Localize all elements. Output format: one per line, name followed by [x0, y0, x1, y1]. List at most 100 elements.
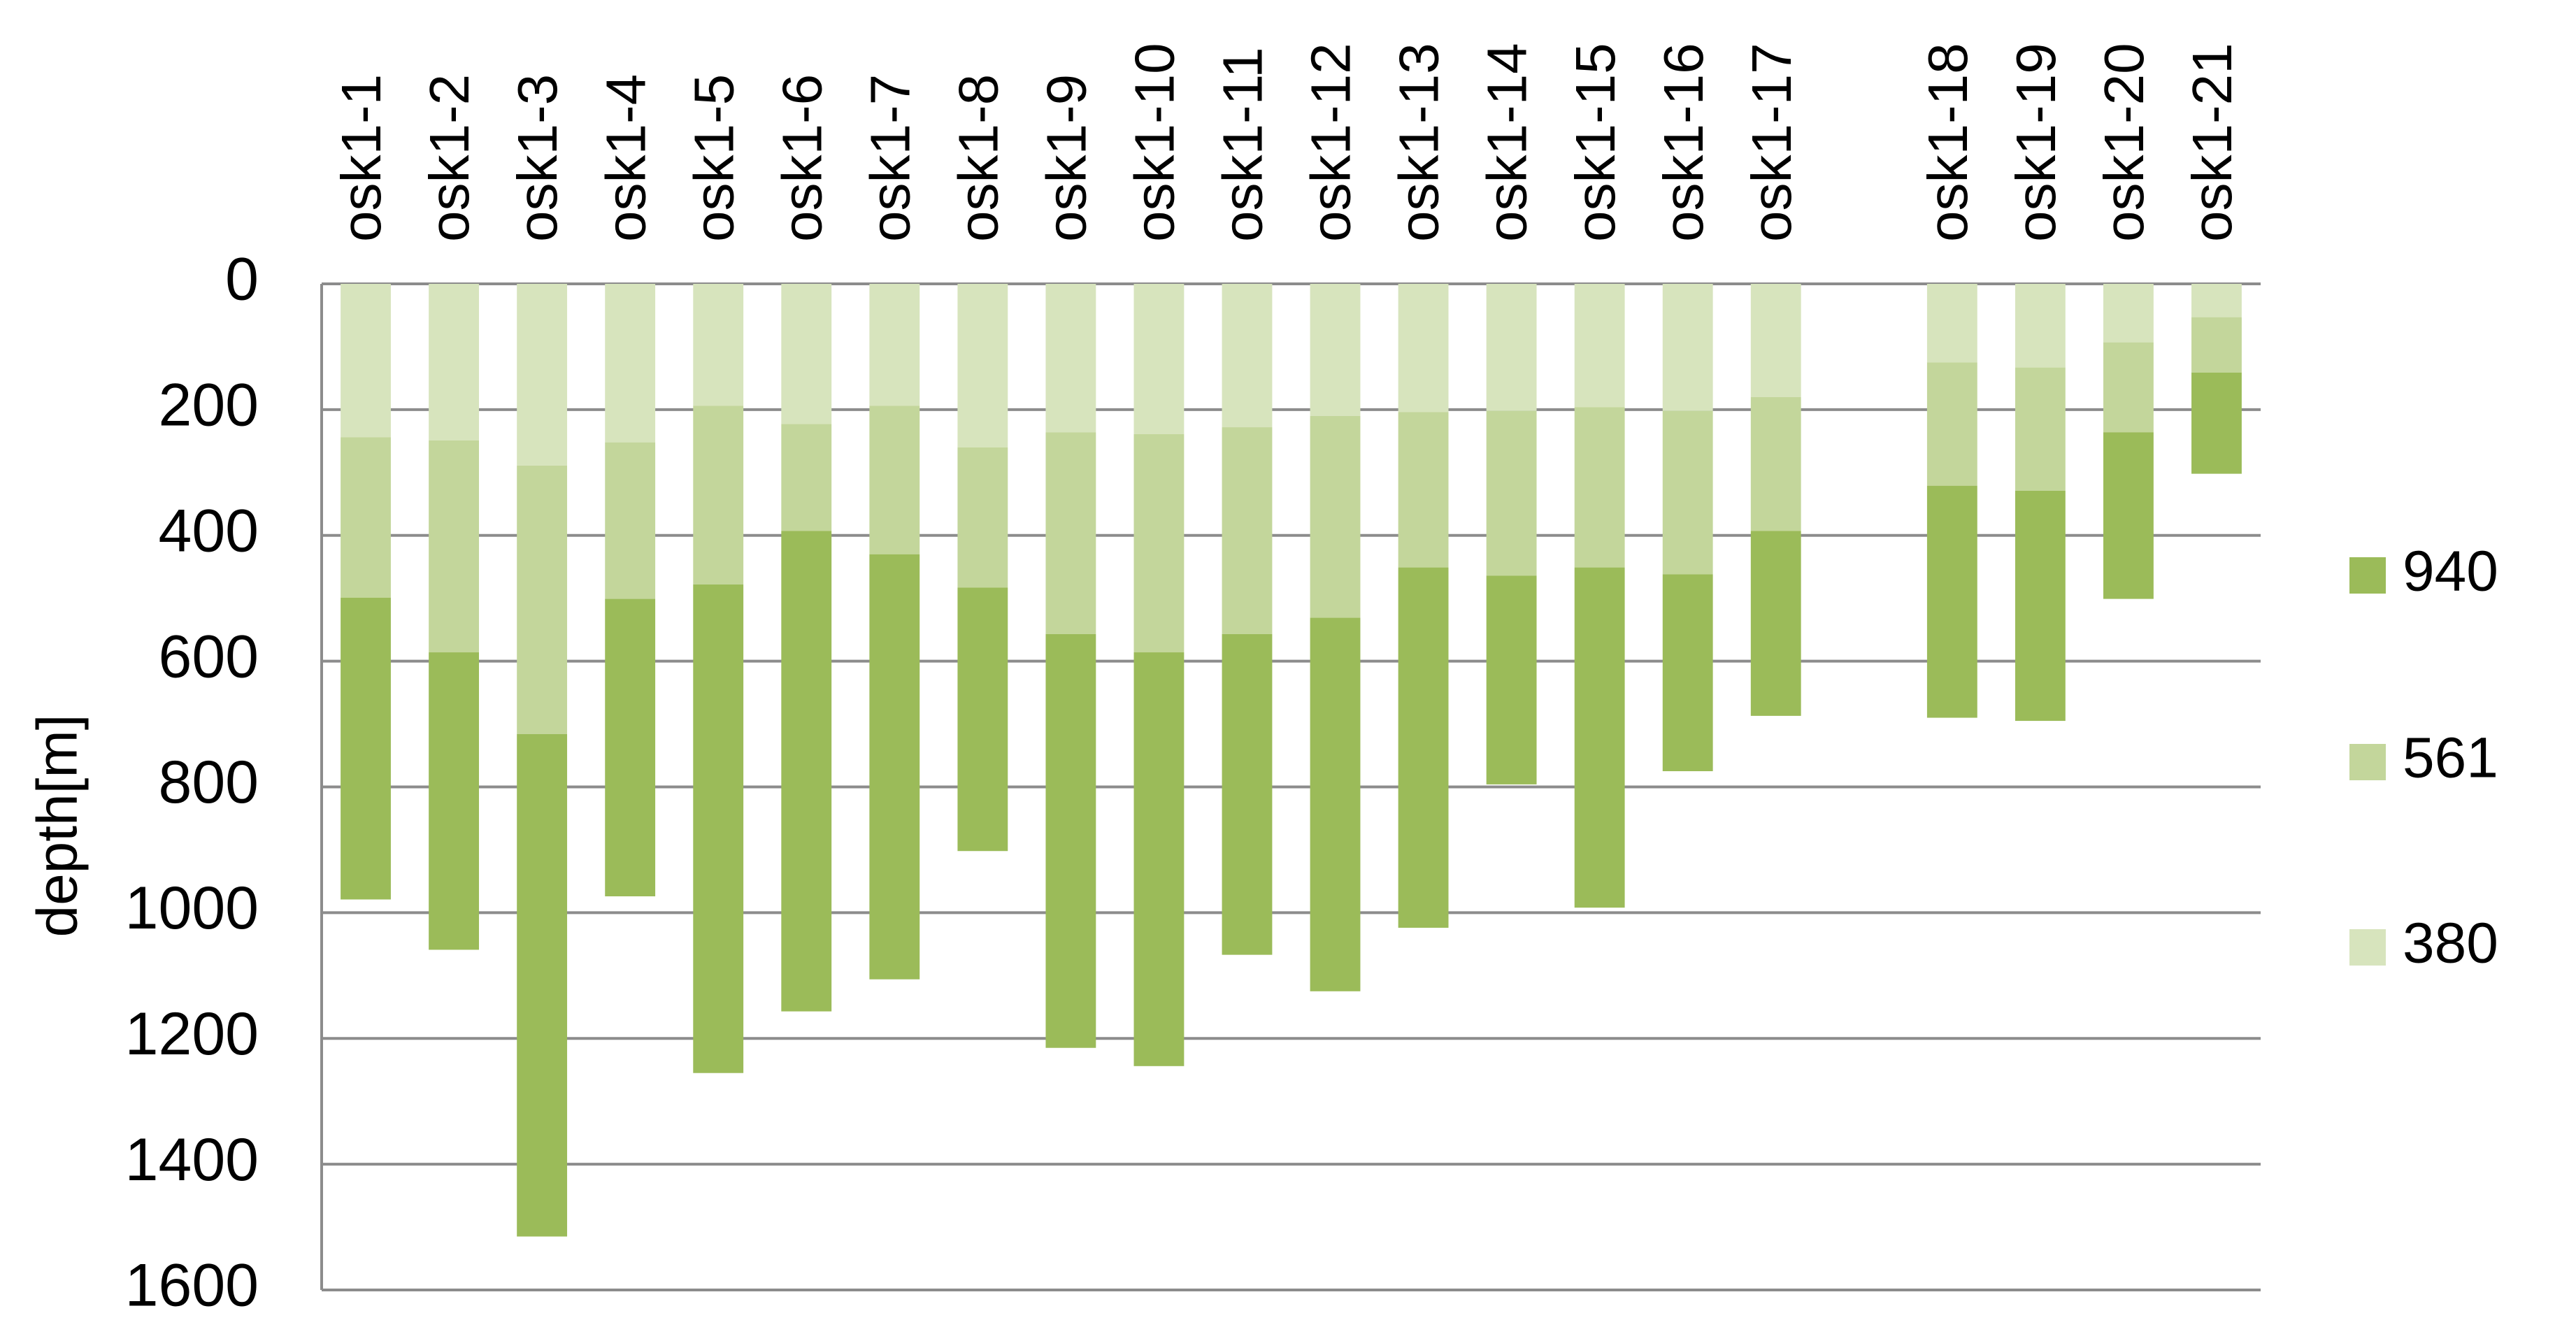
x-tick-label: osk1-16 [1652, 43, 1715, 242]
bar-segment [1133, 433, 1185, 653]
bar-segment [605, 442, 656, 599]
bar-segment [1486, 284, 1537, 411]
bar-segment [341, 437, 391, 598]
x-tick-label: osk1-3 [506, 74, 568, 242]
y-tick-label: 1600 [125, 1252, 259, 1319]
bar-segment [1133, 652, 1185, 1066]
y-tick-label: 600 [159, 623, 259, 690]
bar-segment [341, 284, 391, 438]
bar-segment [1574, 284, 1625, 408]
bar-segment [517, 284, 568, 466]
bar-segment [1310, 415, 1361, 618]
x-tick-label: osk1-13 [1388, 43, 1450, 242]
bar-segment [429, 652, 479, 950]
x-tick-label: osk1-4 [594, 74, 657, 242]
bar-segment [429, 440, 479, 653]
x-tick-label: osk1-7 [859, 74, 921, 242]
x-tick-label: osk1-8 [947, 74, 1009, 242]
bar-segment [1310, 617, 1361, 991]
bar-segment [1398, 567, 1449, 928]
bar-segment [869, 284, 920, 406]
bar-segment [1926, 485, 1977, 718]
bar-segment [2015, 284, 2066, 368]
x-tick-label: osk1-10 [1124, 43, 1186, 242]
bar-segment [605, 284, 656, 443]
bar-segment [1486, 575, 1537, 784]
bar-segment [1486, 410, 1537, 576]
bar-segment [1222, 427, 1273, 634]
bar-segment [605, 598, 656, 896]
bar-segment [1662, 410, 1713, 575]
x-tick-label: osk1-2 [418, 74, 480, 242]
bar-segment [1750, 284, 1801, 397]
y-axis-label: depth[m] [26, 714, 90, 937]
x-tick-label: osk1-18 [1917, 43, 1979, 242]
y-tick-label: 400 [159, 497, 259, 564]
x-tick-label: osk1-15 [1564, 43, 1626, 242]
bar-segment [1222, 284, 1273, 428]
y-tick-label: 1000 [125, 875, 259, 942]
bar-segment [1398, 284, 1449, 413]
bar-segment [1750, 396, 1801, 531]
bar-segment [693, 584, 744, 1073]
bar-segment [1750, 531, 1801, 716]
bar-segment [1662, 574, 1713, 772]
legend-swatch [2349, 557, 2386, 594]
legend-label: 380 [2403, 912, 2498, 975]
bar-segment [957, 447, 1008, 588]
bar-segment [1045, 633, 1096, 1048]
bar-segment [693, 406, 744, 585]
legend-label: 940 [2403, 540, 2498, 603]
bar-segment [517, 733, 568, 1237]
y-tick-label: 0 [225, 246, 259, 313]
bar-segment [341, 597, 391, 900]
bar-segment [1662, 284, 1713, 411]
bar-segment [1574, 567, 1625, 908]
bar-segment [1398, 412, 1449, 568]
y-tick-label: 1200 [125, 1001, 259, 1068]
bar-segment [693, 284, 744, 406]
bar-segment [2015, 490, 2066, 722]
bar-segment [2015, 367, 2066, 491]
bar-segment [1222, 633, 1273, 955]
bar-segment [2103, 432, 2154, 599]
x-tick-label: osk1-1 [330, 74, 392, 242]
bar-segment [2103, 342, 2154, 433]
bar-segment [869, 554, 920, 980]
x-tick-label: osk1-6 [771, 74, 833, 242]
x-tick-label: osk1-17 [1740, 43, 1803, 242]
legend-label: 561 [2403, 726, 2498, 790]
x-tick-label: osk1-12 [1300, 43, 1362, 242]
bar-segment [781, 424, 832, 531]
bar-segment [2191, 372, 2242, 474]
x-tick-label: osk1-21 [2181, 43, 2243, 242]
x-tick-label: osk1-9 [1036, 74, 1098, 242]
bar-segment [781, 284, 832, 424]
x-tick-label: osk1-20 [2093, 43, 2155, 242]
bar-segment [1045, 432, 1096, 634]
legend-swatch [2349, 744, 2386, 780]
bar-segment [517, 465, 568, 734]
bar-segment [1926, 362, 1977, 486]
x-tick-label: osk1-5 [682, 74, 745, 242]
bar-segment [1133, 284, 1185, 434]
x-tick-label: osk1-11 [1212, 47, 1274, 242]
bar-segment [1574, 407, 1625, 568]
legend-swatch [2349, 929, 2386, 966]
bar-segment [869, 406, 920, 554]
bar-segment [2103, 284, 2154, 343]
bar-segment [1045, 284, 1096, 433]
bar-segment [1310, 284, 1361, 416]
bar-segment [957, 587, 1008, 852]
y-tick-label: 1400 [125, 1126, 259, 1193]
bar-segment [2191, 317, 2242, 373]
y-tick-label: 200 [159, 372, 259, 439]
bar-segment [429, 284, 479, 440]
bar-segment [1926, 284, 1977, 363]
bar-segment [781, 531, 832, 1012]
bar-segment [2191, 284, 2242, 317]
x-tick-label: osk1-14 [1476, 43, 1538, 242]
bar-segment [957, 284, 1008, 447]
x-tick-label: osk1-19 [2005, 43, 2067, 242]
